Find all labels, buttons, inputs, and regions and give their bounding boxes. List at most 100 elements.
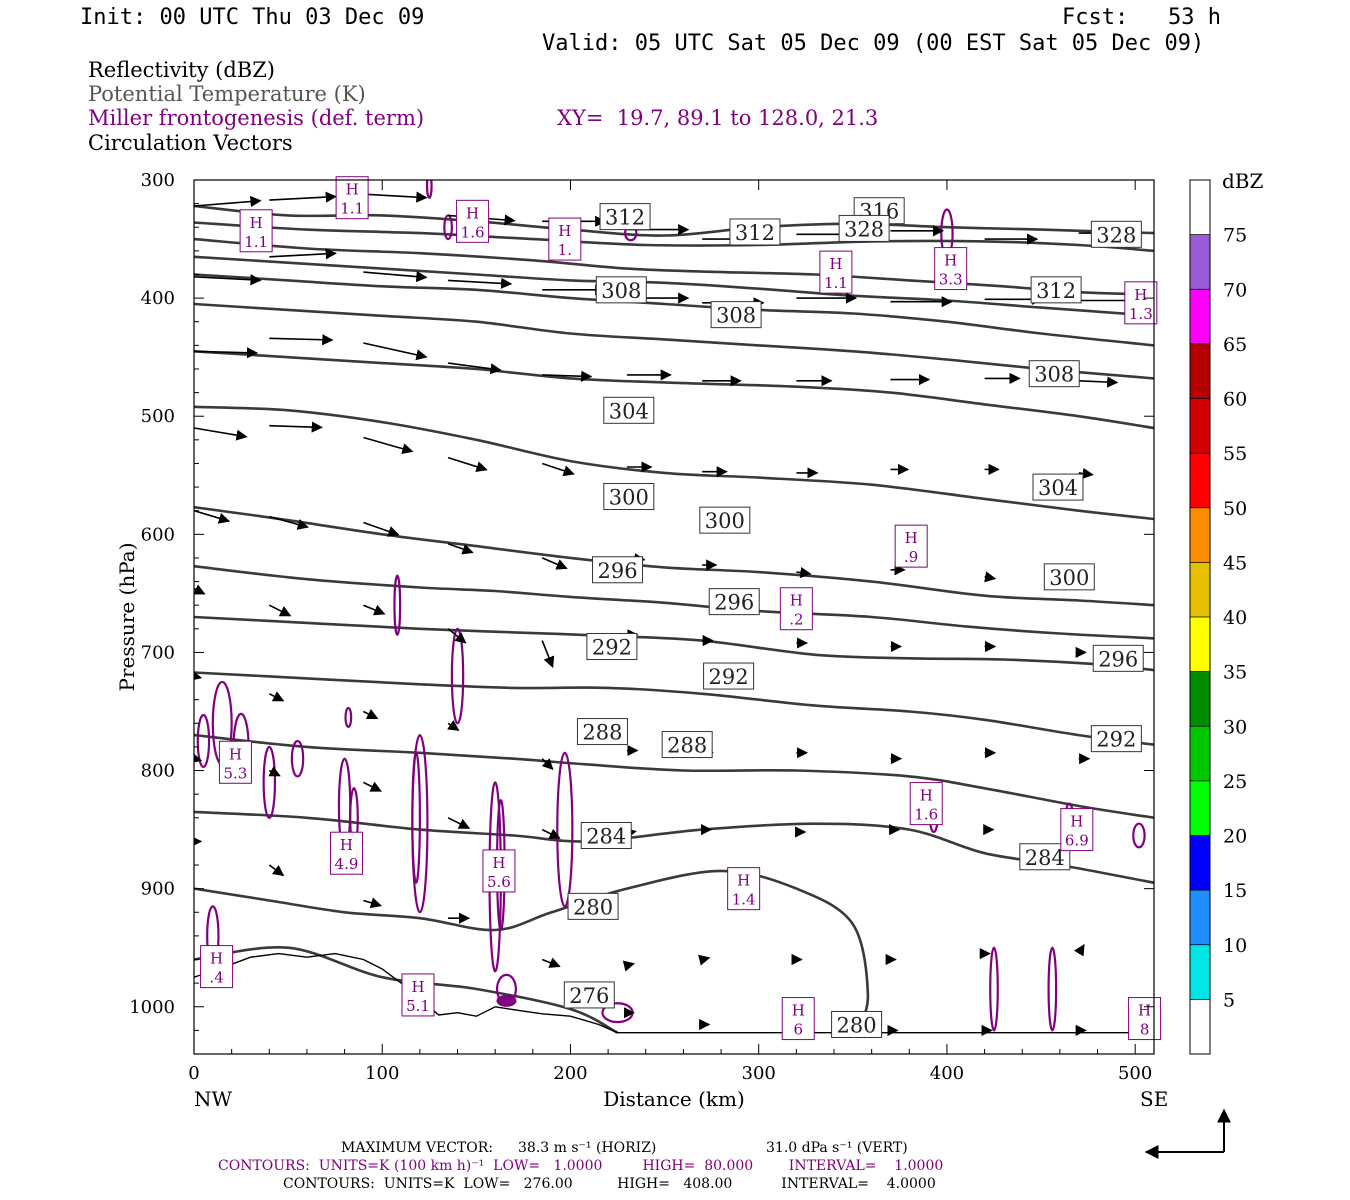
theta-label: 308	[1034, 363, 1074, 387]
theta-label: 292	[592, 636, 632, 660]
theta-contour-312	[194, 350, 1154, 430]
theta-title: Potential Temperature (K)	[88, 82, 366, 106]
frontogenesis-max-value: 1.3	[1129, 305, 1153, 323]
theta-label-box	[1028, 360, 1080, 388]
contours-theta: CONTOURS: UNITS=K LOW= 276.00 HIGH= 408.…	[283, 1176, 936, 1192]
frontogenesis-max-value: 5.3	[223, 764, 247, 782]
colorbar-swatch	[1190, 835, 1210, 891]
circulation-vector	[542, 370, 593, 382]
circulation-vector	[268, 604, 292, 617]
colorbar-swatch	[1190, 343, 1210, 399]
theta-contour-300	[194, 564, 1154, 640]
terrain-line	[194, 952, 1154, 1034]
colorbar-swatch	[1190, 726, 1210, 781]
valid-time: Valid: 05 UTC Sat 05 Dec 09 (00 EST Sat …	[542, 31, 1205, 56]
circulation-vector	[541, 640, 555, 668]
theta-label: 308	[601, 279, 641, 303]
theta-label: 288	[582, 721, 622, 745]
theta-label: 296	[1098, 647, 1138, 671]
circulation-vector	[269, 334, 334, 346]
frontogenesis-max-box	[1128, 997, 1162, 1041]
frontogenesis-max-box	[456, 199, 490, 243]
frontogenesis-max-marker: H	[792, 1002, 805, 1020]
frontogenesis-max-marker: H	[492, 854, 505, 872]
colorbar-tick-label: 30	[1223, 716, 1247, 738]
y-tick-label: 400	[141, 288, 175, 309]
frontogenesis-max-value: 4.9	[335, 855, 359, 873]
frontogenesis-max-marker: H	[737, 872, 750, 890]
frontogenesis-max-box	[401, 973, 435, 1017]
frontogenesis-contour	[1047, 946, 1058, 1032]
frontogenesis-max-marker: H	[346, 181, 359, 199]
circulation-vector	[363, 521, 400, 537]
theta-label-box	[563, 981, 615, 1009]
theta-label-box	[710, 301, 762, 329]
x-tick-label: 300	[742, 1063, 776, 1084]
theta-label: 300	[705, 509, 745, 533]
circulation-vector	[447, 543, 474, 555]
circulation-vector	[194, 584, 206, 595]
circulation-vector	[363, 897, 382, 909]
circulation-vector	[269, 421, 323, 433]
frontogenesis-title: Miller frontogenesis (def. term)	[88, 106, 425, 130]
circulation-vector	[448, 277, 513, 289]
frontogenesis-max-value: 3.3	[939, 271, 963, 289]
max-vector-vert: 31.0 dPa s⁻¹ (VERT)	[766, 1140, 908, 1156]
theta-contour-324	[194, 255, 1154, 318]
colorbar-swatch	[1190, 562, 1210, 617]
frontogenesis-max-value: 5.6	[487, 873, 511, 891]
colorbar-tick-label: 75	[1223, 225, 1247, 247]
frontogenesis-core	[496, 994, 517, 1007]
frontogenesis-max-value: 1.6	[461, 223, 485, 241]
reference-vector	[1144, 1108, 1231, 1159]
frontogenesis-contour	[262, 745, 277, 819]
theta-contour-320	[194, 273, 1154, 347]
circulation-vector	[447, 720, 460, 731]
theta-label: 280	[837, 1013, 877, 1037]
theta-label: 328	[844, 217, 884, 241]
x-right-end-label: SE	[1140, 1087, 1168, 1111]
frontogenesis-contour	[1132, 822, 1146, 849]
theta-label-box	[1092, 644, 1144, 672]
frontogenesis-max-marker: H	[790, 592, 803, 610]
colorbar-tick-label: 65	[1223, 334, 1247, 356]
circulation-vector	[984, 571, 997, 583]
theta-label: 284	[1025, 846, 1065, 870]
colorbar-swatch	[1190, 453, 1210, 508]
frontogenesis-max-marker: H	[920, 787, 933, 805]
frontogenesis-contour	[344, 706, 353, 728]
colorbar-swatch	[1190, 890, 1210, 945]
colorbar-tick-label: 40	[1223, 607, 1247, 629]
theta-contour-284	[194, 810, 1154, 884]
frontogenesis-max-marker: H	[229, 745, 242, 763]
theta-label: 292	[1096, 728, 1136, 752]
theta-label-box	[603, 396, 655, 424]
x-tick-label: 100	[365, 1063, 399, 1084]
colorbar-tick-label: 15	[1223, 880, 1247, 902]
colorbar-swatch	[1190, 234, 1210, 290]
theta-label-box	[831, 1010, 883, 1038]
circulation-vector	[541, 957, 561, 968]
frontogenesis-max-marker: H	[558, 222, 571, 240]
circulation-vector	[363, 708, 379, 720]
frontogenesis-max-box	[329, 831, 363, 875]
y-tick-label: 500	[141, 406, 175, 427]
circulation-vector	[1078, 467, 1094, 479]
frontogenesis-max-value: 5.1	[406, 997, 430, 1015]
circulation-vector	[194, 509, 231, 524]
theta-label-box	[1090, 725, 1142, 753]
theta-label: 288	[667, 734, 707, 758]
circulation-vector	[541, 828, 561, 840]
circulation-vector	[363, 436, 414, 455]
frontogenesis-max-marker: H	[944, 252, 957, 270]
circulation-vector	[447, 456, 488, 473]
frontogenesis-contour	[450, 627, 465, 725]
frontogenesis-max-box	[909, 782, 943, 826]
y-tick-label: 300	[141, 170, 175, 191]
theta-label: 292	[709, 665, 749, 689]
circulation-vector	[269, 191, 337, 203]
theta-label: 304	[609, 399, 649, 423]
y-axis-label: Pressure (hPa)	[115, 543, 139, 692]
x-tick-label: 0	[188, 1063, 199, 1084]
colorbar-swatch	[1190, 398, 1210, 454]
